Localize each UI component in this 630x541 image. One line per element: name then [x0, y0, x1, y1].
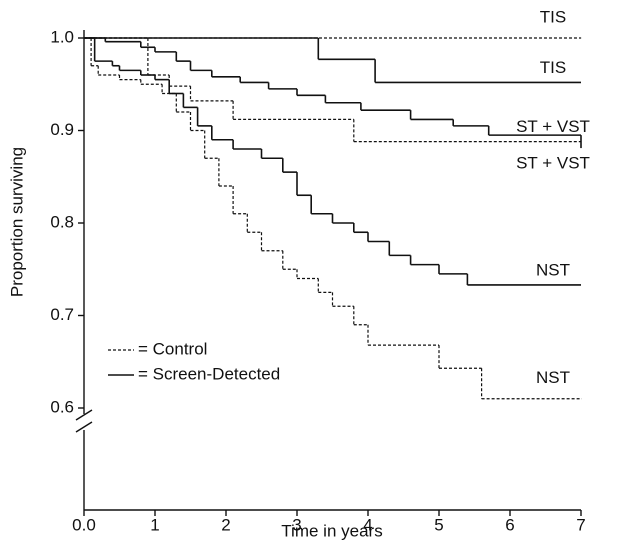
y-tick-label: 1.0: [50, 27, 74, 46]
legend-label: = Screen-Detected: [138, 364, 280, 383]
x-tick-label: 6: [505, 515, 514, 534]
legend-label: = Control: [138, 339, 207, 358]
series-label: ST + VST: [516, 117, 590, 136]
x-tick-label: 7: [576, 515, 585, 534]
y-axis-label: Proportion surviving: [7, 147, 26, 297]
y-tick-label: 0.9: [50, 120, 74, 139]
x-tick-label: 4: [363, 515, 372, 534]
y-tick-label: 0.7: [50, 305, 74, 324]
series-label: NST: [536, 368, 570, 387]
axis-break: [75, 409, 93, 421]
x-tick-label: 3: [292, 515, 301, 534]
x-tick-label: 2: [221, 515, 230, 534]
x-axis-label: Time in years: [281, 521, 382, 540]
x-tick-label: 5: [434, 515, 443, 534]
series-label: TIS: [540, 58, 566, 77]
series-label: ST + VST: [516, 154, 590, 173]
series-label: TIS: [540, 7, 566, 26]
x-tick-label: 1: [150, 515, 159, 534]
x-tick-label: 0.0: [72, 515, 96, 534]
y-tick-label: 0.6: [50, 397, 74, 416]
axis-break: [75, 421, 93, 433]
y-tick-label: 0.8: [50, 212, 74, 231]
series-label: NST: [536, 260, 570, 279]
